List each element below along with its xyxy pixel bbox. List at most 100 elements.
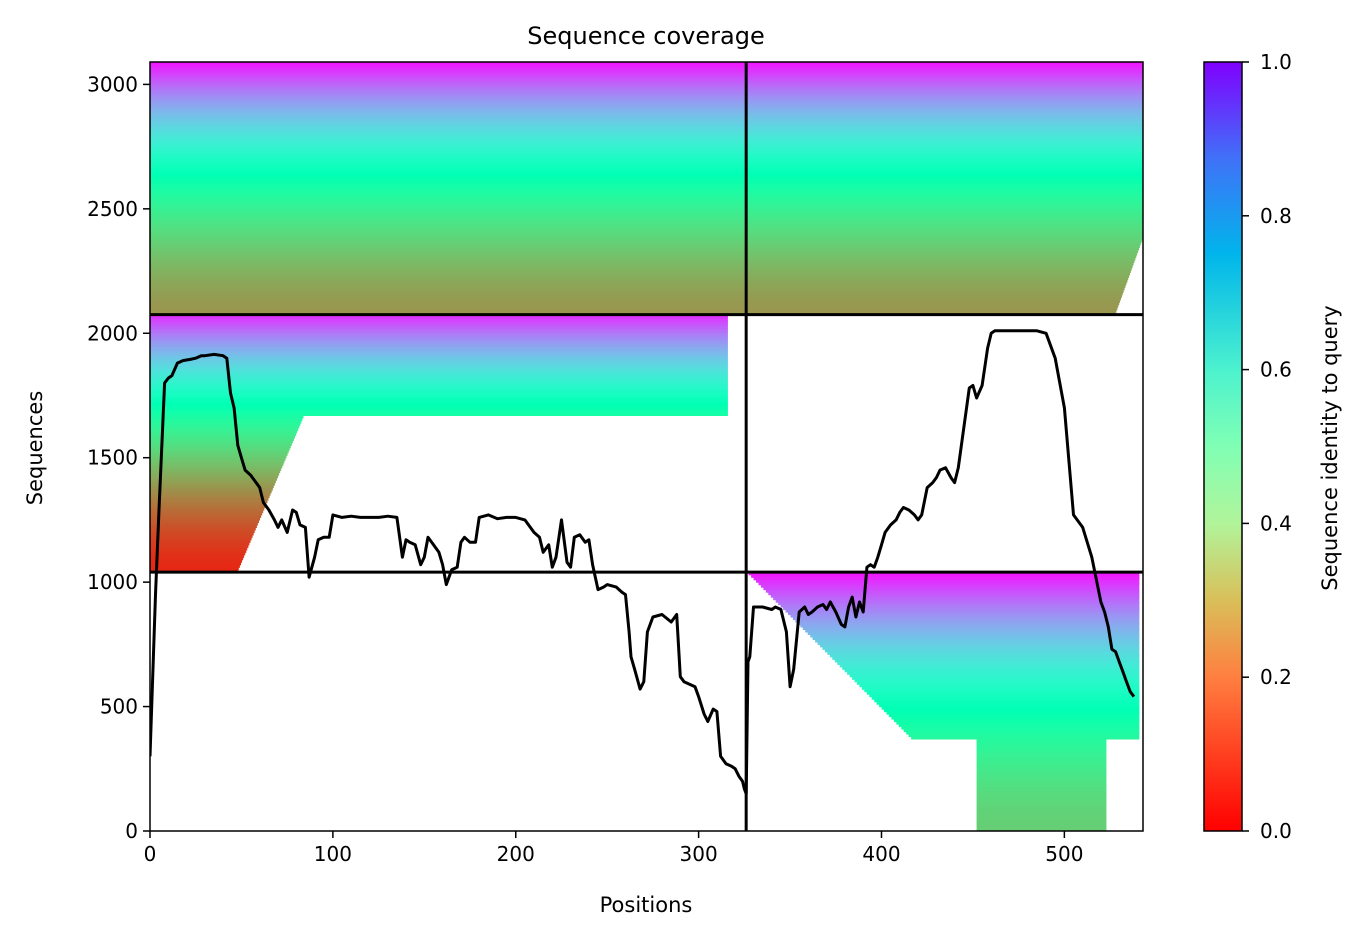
heatmap-band (150, 155, 1143, 159)
heatmap-band (150, 507, 265, 511)
heatmap-band (976, 793, 1107, 797)
heatmap-band (150, 165, 1143, 169)
heatmap-band (150, 235, 1143, 239)
heatmap-band (839, 664, 1140, 668)
heatmap-band (827, 651, 1140, 655)
heatmap-band (150, 567, 239, 571)
heatmap-band (150, 505, 266, 509)
heatmap-band (150, 495, 270, 499)
heatmap-band (150, 135, 1143, 139)
heatmap-band (150, 388, 728, 392)
heatmap-band (976, 806, 1107, 810)
heatmap-band (815, 639, 1140, 643)
heatmap-band (150, 127, 1143, 131)
heatmap-band (150, 123, 1143, 127)
heatmap-band (150, 390, 728, 394)
heatmap-band (150, 195, 1143, 199)
heatmap-band (150, 410, 728, 414)
heatmap-band (150, 242, 1141, 246)
heatmap-band (751, 574, 1140, 578)
heatmap-band (150, 75, 1143, 79)
heatmap-band (150, 512, 263, 516)
heatmap-band (976, 818, 1107, 822)
heatmap-band (976, 816, 1107, 820)
heatmap-band (150, 108, 1143, 112)
heatmap-band (150, 547, 248, 551)
heatmap-band (842, 666, 1140, 670)
heatmap-band (150, 160, 1143, 164)
heatmap-band (150, 257, 1136, 261)
heatmap-band (150, 440, 293, 444)
heatmap-band (795, 619, 1140, 623)
heatmap-band (788, 612, 1140, 616)
heatmap-band (976, 791, 1107, 795)
heatmap-band (150, 430, 298, 434)
heatmap-band (150, 380, 728, 384)
heatmap-band (150, 105, 1143, 109)
coverage-heatmap (150, 62, 1143, 831)
heatmap-band (832, 656, 1140, 660)
heatmap-band (896, 721, 1140, 725)
heatmap-band (150, 68, 1143, 72)
heatmap-band (807, 631, 1140, 635)
heatmap-band (150, 475, 279, 479)
heatmap-band (150, 110, 1143, 114)
heatmap-band (976, 751, 1107, 755)
heatmap-band (150, 315, 728, 319)
heatmap-band (150, 383, 728, 387)
heatmap-band (150, 237, 1143, 241)
heatmap-band (150, 490, 272, 494)
heatmap-band (150, 83, 1143, 87)
heatmap-band (150, 167, 1143, 171)
y-tick-label: 1500 (87, 446, 138, 470)
heatmap-band (976, 738, 1107, 742)
heatmap-band (810, 634, 1140, 638)
heatmap-band (150, 142, 1143, 146)
heatmap-band (150, 465, 283, 469)
heatmap-band (150, 299, 1121, 303)
heatmap-band (150, 492, 271, 496)
y-tick-label: 2000 (87, 321, 138, 345)
heatmap-band (856, 681, 1140, 685)
heatmap-band (753, 577, 1140, 581)
plot-frame (149, 61, 1144, 832)
heatmap-band (879, 704, 1140, 708)
heatmap-band (976, 781, 1107, 785)
heatmap-band (150, 287, 1125, 291)
heatmap-band (783, 607, 1140, 611)
heatmap-band (817, 641, 1140, 645)
heatmap-band (150, 363, 728, 367)
heatmap-band (150, 244, 1140, 248)
heatmap-band (150, 482, 275, 486)
heatmap-band (785, 609, 1140, 613)
x-axis-label: Positions (600, 893, 693, 917)
heatmap-band (150, 289, 1124, 293)
heatmap-band (800, 624, 1140, 628)
heatmap-band (150, 230, 1143, 234)
heatmap-band (901, 726, 1140, 730)
heatmap-band (150, 73, 1143, 77)
heatmap-band (150, 502, 267, 506)
heatmap-band (150, 519, 259, 523)
heatmap-band (150, 282, 1127, 286)
heatmap-band (844, 669, 1140, 673)
heatmap-band (150, 467, 282, 471)
heatmap-band (976, 811, 1107, 815)
colorbar-label: Sequence identity to query (1318, 305, 1342, 590)
heatmap-band (150, 420, 302, 424)
heatmap-band (150, 425, 300, 429)
heatmap-band (150, 254, 1137, 258)
heatmap-band (805, 629, 1140, 633)
heatmap-band (866, 691, 1140, 695)
heatmap-band (864, 689, 1140, 693)
heatmap-band (976, 783, 1107, 787)
heatmap-band (150, 262, 1134, 266)
heatmap-band (849, 674, 1140, 678)
heatmap-band (150, 197, 1143, 201)
heatmap-band (150, 190, 1143, 194)
heatmap-band (976, 748, 1107, 752)
heatmap-band (150, 98, 1143, 102)
heatmap-band (876, 701, 1140, 705)
heatmap-band (150, 393, 728, 397)
heatmap-band (770, 594, 1140, 598)
